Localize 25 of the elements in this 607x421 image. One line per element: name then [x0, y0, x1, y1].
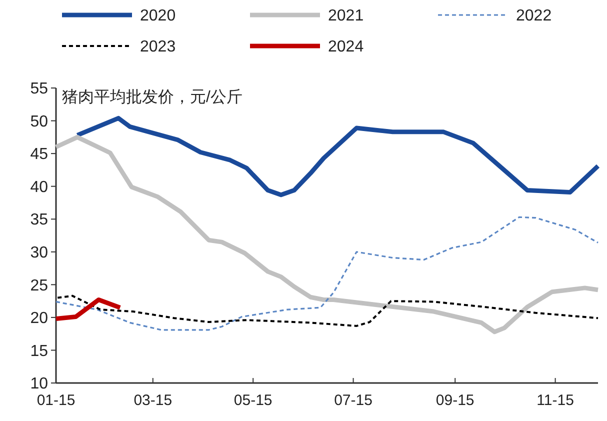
legend-label: 2021 [328, 8, 364, 25]
x-tick-label: 05-15 [234, 392, 272, 409]
y-tick-label: 25 [30, 277, 48, 294]
x-tick-label: 11-15 [536, 392, 574, 409]
y-tick-label: 35 [30, 212, 48, 229]
x-tick-label: 07-15 [334, 392, 372, 409]
y-tick-label: 10 [30, 376, 48, 393]
y-tick-label: 55 [30, 80, 48, 98]
legend-label: 2023 [140, 38, 176, 56]
y-tick-label: 50 [30, 113, 48, 130]
legend-label: 2020 [140, 8, 176, 25]
x-tick-label: 01-15 [36, 392, 76, 409]
y-tick-label: 45 [30, 146, 48, 164]
y-tick-label: 20 [30, 310, 48, 328]
legend-label: 2024 [328, 38, 364, 56]
y-tick-label: 30 [30, 244, 48, 262]
line-series [56, 294, 599, 327]
line-series [54, 297, 122, 322]
chart-title: 猪肉平均批发价，元/公斤 [62, 88, 242, 106]
x-tick-label: 03-15 [134, 392, 172, 409]
y-tick-label: 40 [30, 178, 48, 196]
x-tick-label: 09-15 [436, 392, 474, 409]
line-series [54, 134, 600, 334]
legend-label: 2022 [516, 8, 552, 25]
y-tick-label: 15 [30, 342, 48, 360]
